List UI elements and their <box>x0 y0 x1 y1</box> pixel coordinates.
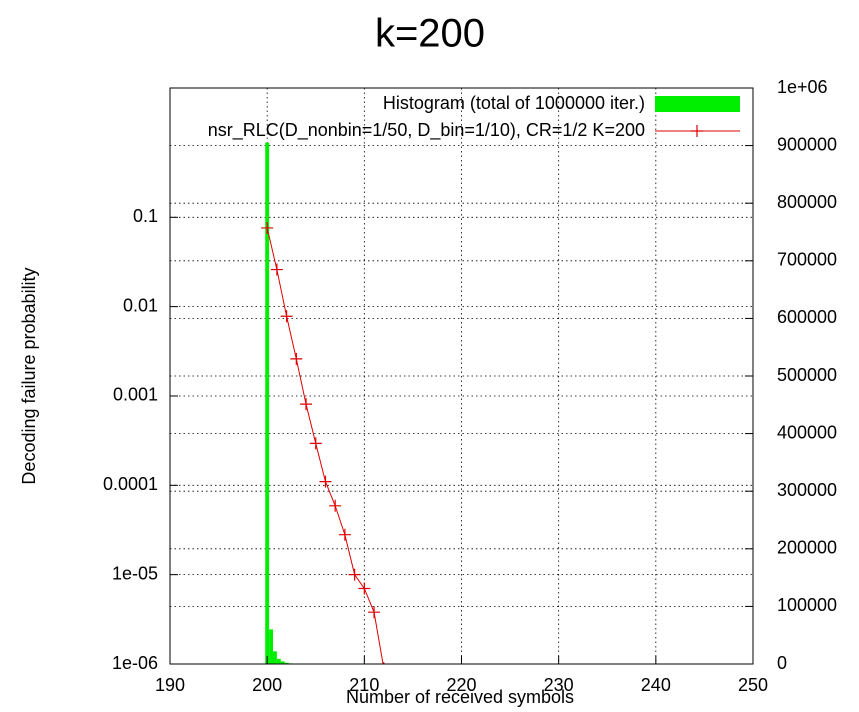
y2-tick-label: 300000 <box>777 480 837 500</box>
y-tick-label: 1e-06 <box>112 653 158 673</box>
x-axis-label: Number of received symbols <box>346 687 574 707</box>
x-tick-label: 210 <box>349 675 379 695</box>
grid <box>170 88 753 664</box>
data-point <box>270 263 283 276</box>
y2-tick-label: 400000 <box>777 422 837 442</box>
histogram-bar <box>276 658 281 664</box>
histogram-bar <box>265 142 270 664</box>
data-point <box>358 582 371 595</box>
legend-label: nsr_RLC(D_nonbin=1/50, D_bin=1/10), CR=1… <box>208 120 645 141</box>
legend-marker <box>691 125 703 137</box>
data-point <box>309 437 322 450</box>
y-tick-label: 0.1 <box>133 206 158 226</box>
data-point <box>280 310 293 323</box>
data-point <box>300 398 313 411</box>
y2-tick-label: 1e+06 <box>777 77 828 97</box>
x-tick-label: 200 <box>252 675 282 695</box>
y2-tick-label: 100000 <box>777 595 837 615</box>
x-tick-label: 190 <box>155 675 185 695</box>
x-tick-label: 250 <box>738 675 768 695</box>
data-line <box>266 227 384 664</box>
legend-swatch <box>655 96 740 112</box>
x-tick-label: 220 <box>446 675 476 695</box>
y2-tick-label: 500000 <box>777 365 837 385</box>
plot <box>261 142 385 664</box>
data-point <box>319 475 332 488</box>
y2-tick-label: 600000 <box>777 307 837 327</box>
x-tick-label: 230 <box>544 675 574 695</box>
legend-label: Histogram (total of 1000000 iter.) <box>383 93 645 113</box>
chart-title: k=200 <box>375 12 485 56</box>
y2-tick-label: 700000 <box>777 250 837 270</box>
x-tick-label: 240 <box>641 675 671 695</box>
data-point <box>290 352 303 365</box>
histogram-bar <box>280 661 285 664</box>
data-point <box>261 221 274 234</box>
y-axis-label: Decoding failure probability <box>19 267 39 484</box>
y-tick-label: 0.01 <box>123 295 158 315</box>
histogram-bar <box>284 662 289 664</box>
y2-tick-label: 900000 <box>777 134 837 154</box>
data-point <box>368 606 381 619</box>
histogram-bar <box>269 629 273 664</box>
y-tick-label: 0.001 <box>113 385 158 405</box>
data-point <box>348 568 361 581</box>
y2-tick-label: 0 <box>777 653 787 673</box>
data-point <box>329 499 342 512</box>
histogram-bar <box>272 651 277 664</box>
data-point <box>338 528 351 541</box>
y-tick-label: 0.0001 <box>103 474 158 494</box>
y2-tick-label: 200000 <box>777 538 837 558</box>
y-tick-label: 1e-05 <box>112 563 158 583</box>
y2-tick-label: 800000 <box>777 192 837 212</box>
